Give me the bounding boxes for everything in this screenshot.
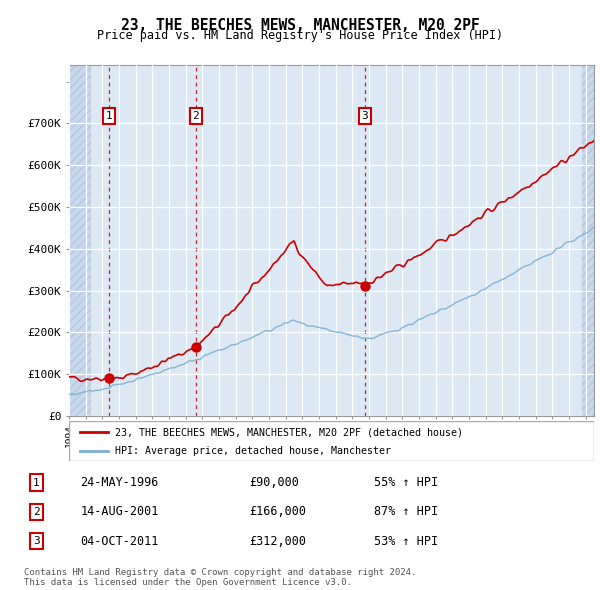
Text: 87% ↑ HPI: 87% ↑ HPI [374,505,438,519]
Text: 23, THE BEECHES MEWS, MANCHESTER, M20 2PF: 23, THE BEECHES MEWS, MANCHESTER, M20 2P… [121,18,479,32]
Text: 1: 1 [106,111,112,121]
Text: 14-AUG-2001: 14-AUG-2001 [80,505,159,519]
Text: 55% ↑ HPI: 55% ↑ HPI [374,476,438,489]
Text: £166,000: £166,000 [250,505,307,519]
Bar [69,65,91,416]
Text: 2: 2 [33,507,40,517]
Text: 3: 3 [33,536,40,546]
Text: This data is licensed under the Open Government Licence v3.0.: This data is licensed under the Open Gov… [24,578,352,587]
Text: HPI: Average price, detached house, Manchester: HPI: Average price, detached house, Manc… [115,447,391,456]
Text: 3: 3 [361,111,368,121]
Bar [583,65,594,416]
Text: 04-OCT-2011: 04-OCT-2011 [80,535,159,548]
Text: 1: 1 [33,477,40,487]
Text: 24-MAY-1996: 24-MAY-1996 [80,476,159,489]
Text: £312,000: £312,000 [250,535,307,548]
Text: 53% ↑ HPI: 53% ↑ HPI [374,535,438,548]
Text: 23, THE BEECHES MEWS, MANCHESTER, M20 2PF (detached house): 23, THE BEECHES MEWS, MANCHESTER, M20 2P… [115,428,463,438]
Text: 2: 2 [192,111,199,121]
Text: Contains HM Land Registry data © Crown copyright and database right 2024.: Contains HM Land Registry data © Crown c… [24,568,416,576]
Text: Price paid vs. HM Land Registry's House Price Index (HPI): Price paid vs. HM Land Registry's House … [97,30,503,42]
Text: £90,000: £90,000 [250,476,299,489]
